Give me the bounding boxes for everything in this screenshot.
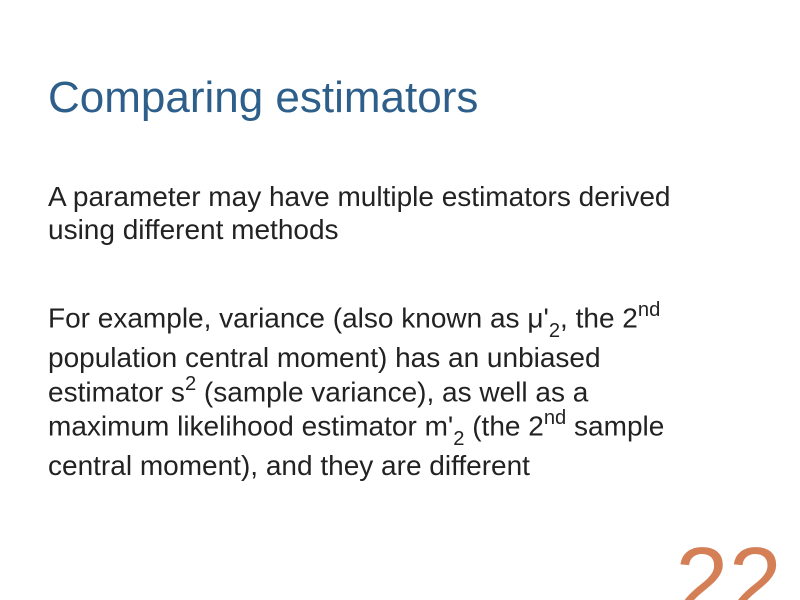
page-number: 22 <box>675 534 782 600</box>
text-segment: (the 2 <box>464 410 543 441</box>
subscript: 2 <box>453 428 464 450</box>
superscript: nd <box>638 299 660 321</box>
text-segment: For example, variance (also known as μ' <box>48 302 549 333</box>
slide-title: Comparing estimators <box>48 74 478 122</box>
slide: Comparing estimators A parameter may hav… <box>0 0 800 600</box>
paragraph-intro: A parameter may have multiple estimators… <box>48 180 708 246</box>
paragraph-example: For example, variance (also known as μ'2… <box>48 300 708 482</box>
text-segment: , the 2 <box>560 302 638 333</box>
superscript: 2 <box>185 373 196 395</box>
subscript: 2 <box>549 320 560 342</box>
superscript: nd <box>544 407 566 429</box>
